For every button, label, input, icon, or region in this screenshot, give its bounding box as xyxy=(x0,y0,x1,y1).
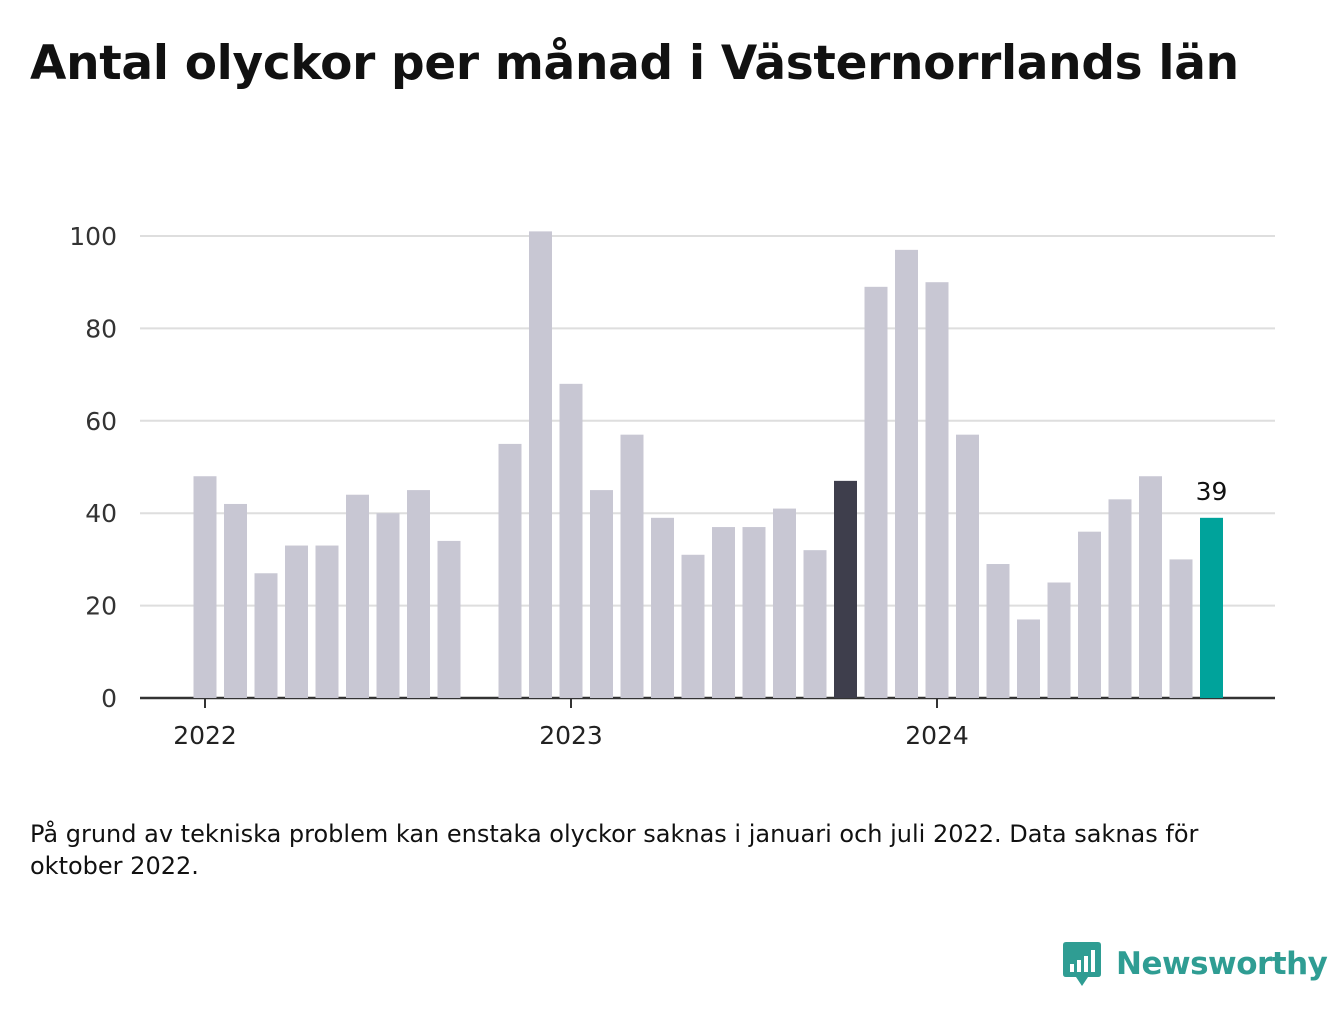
y-tick-label: 40 xyxy=(85,499,117,528)
x-axis-ticks: 2022 2023 2024 xyxy=(173,698,969,750)
y-tick-label: 60 xyxy=(85,407,117,436)
x-tick-label: 2024 xyxy=(905,721,969,750)
data-labels: 39 xyxy=(1196,477,1228,506)
y-tick-label: 80 xyxy=(85,314,117,343)
bar-2022-04[interactable] xyxy=(285,545,308,698)
gridlines xyxy=(140,235,1275,700)
bar-2023-01[interactable] xyxy=(559,383,583,698)
bar-2024-04[interactable] xyxy=(1017,619,1040,698)
brand-name: Newsworthy xyxy=(1116,946,1328,982)
y-tick-label: 20 xyxy=(85,592,117,621)
brand-logo[interactable]: Newsworthy xyxy=(1062,938,1328,990)
bar-2022-01[interactable] xyxy=(193,476,217,698)
bar-chart: 0 20 40 60 80 100 2022 2023 2024 39 xyxy=(69,222,1275,750)
newsworthy-chart-bubble-icon xyxy=(1063,942,1101,986)
bar-2024-08[interactable] xyxy=(1139,476,1162,698)
bar-2024-03[interactable] xyxy=(986,564,1010,698)
bar-2024-06[interactable] xyxy=(1078,531,1101,698)
bar-2023-09[interactable] xyxy=(803,550,827,698)
data-label-latest: 39 xyxy=(1196,477,1228,506)
bar-2023-03[interactable] xyxy=(620,434,644,698)
footnote: På grund av tekniska problem kan enstaka… xyxy=(30,820,1199,880)
y-tick-label: 100 xyxy=(69,222,117,251)
bar-2022-02[interactable] xyxy=(224,503,247,698)
y-tick-label: 0 xyxy=(101,684,117,713)
bar-2023-08[interactable] xyxy=(773,508,796,698)
bar-2022-12[interactable] xyxy=(529,231,552,698)
bar-2024-10[interactable] xyxy=(1200,517,1223,698)
bar-2024-05[interactable] xyxy=(1047,582,1071,699)
bar-2022-09[interactable] xyxy=(437,540,461,698)
bar-2023-12[interactable] xyxy=(895,249,918,699)
bar-2024-02[interactable] xyxy=(956,434,979,698)
bar-2022-03[interactable] xyxy=(254,573,278,698)
x-tick-label: 2022 xyxy=(173,721,237,750)
bar-2022-07[interactable] xyxy=(376,513,400,698)
chart-title: Antal olyckor per månad i Västernorrland… xyxy=(30,36,1239,91)
bar-2023-04[interactable] xyxy=(651,517,674,698)
bar-2023-07[interactable] xyxy=(742,527,766,698)
bar-2023-05[interactable] xyxy=(681,554,705,698)
bars xyxy=(193,231,1223,699)
x-tick-label: 2023 xyxy=(539,721,603,750)
bar-2024-09[interactable] xyxy=(1169,559,1193,698)
bar-2022-08[interactable] xyxy=(407,490,430,698)
bar-2023-02[interactable] xyxy=(590,490,613,698)
bar-2024-07[interactable] xyxy=(1108,499,1132,698)
bar-2022-05[interactable] xyxy=(315,545,339,698)
bar-2023-06[interactable] xyxy=(712,527,735,698)
bar-2022-06[interactable] xyxy=(346,494,369,698)
bar-2022-11[interactable] xyxy=(498,443,522,698)
bar-2023-11[interactable] xyxy=(864,286,888,698)
bar-2023-10[interactable] xyxy=(834,480,857,698)
y-axis-ticks: 0 20 40 60 80 100 xyxy=(69,222,117,713)
bar-2024-01[interactable] xyxy=(925,282,949,698)
